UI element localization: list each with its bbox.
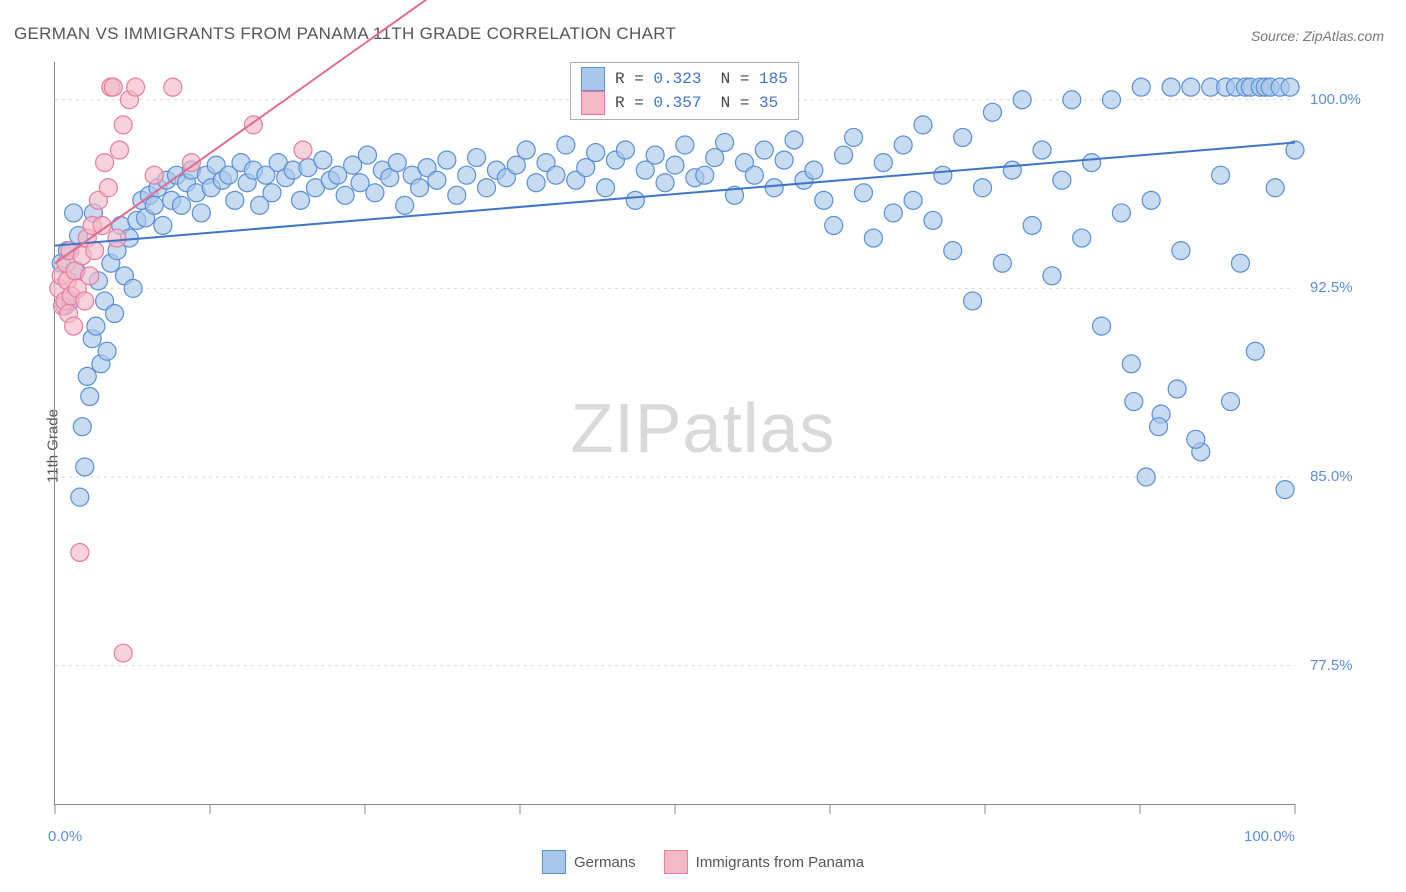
n-value: 185 bbox=[759, 70, 788, 88]
legend-label: Germans bbox=[574, 854, 636, 871]
chart-svg bbox=[55, 62, 1295, 804]
y-tick-label: 85.0% bbox=[1310, 468, 1353, 485]
r-value: 0.323 bbox=[653, 70, 701, 88]
x-tick-label: 0.0% bbox=[48, 828, 82, 845]
legend-text: R = 0.323 N = 185 bbox=[615, 67, 788, 91]
chart-title: GERMAN VS IMMIGRANTS FROM PANAMA 11TH GR… bbox=[14, 24, 676, 44]
legend-swatch-icon bbox=[542, 850, 566, 874]
correlation-legend: R = 0.323 N = 185 R = 0.357 N = 35 bbox=[570, 62, 799, 120]
y-tick-label: 77.5% bbox=[1310, 657, 1353, 674]
legend-item-germans: Germans bbox=[542, 850, 636, 874]
series-legend: Germans Immigrants from Panama bbox=[542, 850, 864, 874]
chart-plot-area bbox=[54, 62, 1295, 805]
legend-swatch-icon bbox=[664, 850, 688, 874]
legend-swatch-germans bbox=[581, 67, 605, 91]
legend-row-panama: R = 0.357 N = 35 bbox=[581, 91, 788, 115]
legend-text: R = 0.357 N = 35 bbox=[615, 91, 778, 115]
n-value: 35 bbox=[759, 94, 778, 112]
source-attribution: Source: ZipAtlas.com bbox=[1251, 28, 1384, 44]
y-tick-label: 92.5% bbox=[1310, 279, 1353, 296]
legend-item-panama: Immigrants from Panama bbox=[664, 850, 864, 874]
x-tick-label: 100.0% bbox=[1244, 828, 1295, 845]
r-value: 0.357 bbox=[653, 94, 701, 112]
legend-swatch-panama bbox=[581, 91, 605, 115]
legend-row-germans: R = 0.323 N = 185 bbox=[581, 67, 788, 91]
y-tick-label: 100.0% bbox=[1310, 91, 1361, 108]
legend-label: Immigrants from Panama bbox=[696, 854, 864, 871]
